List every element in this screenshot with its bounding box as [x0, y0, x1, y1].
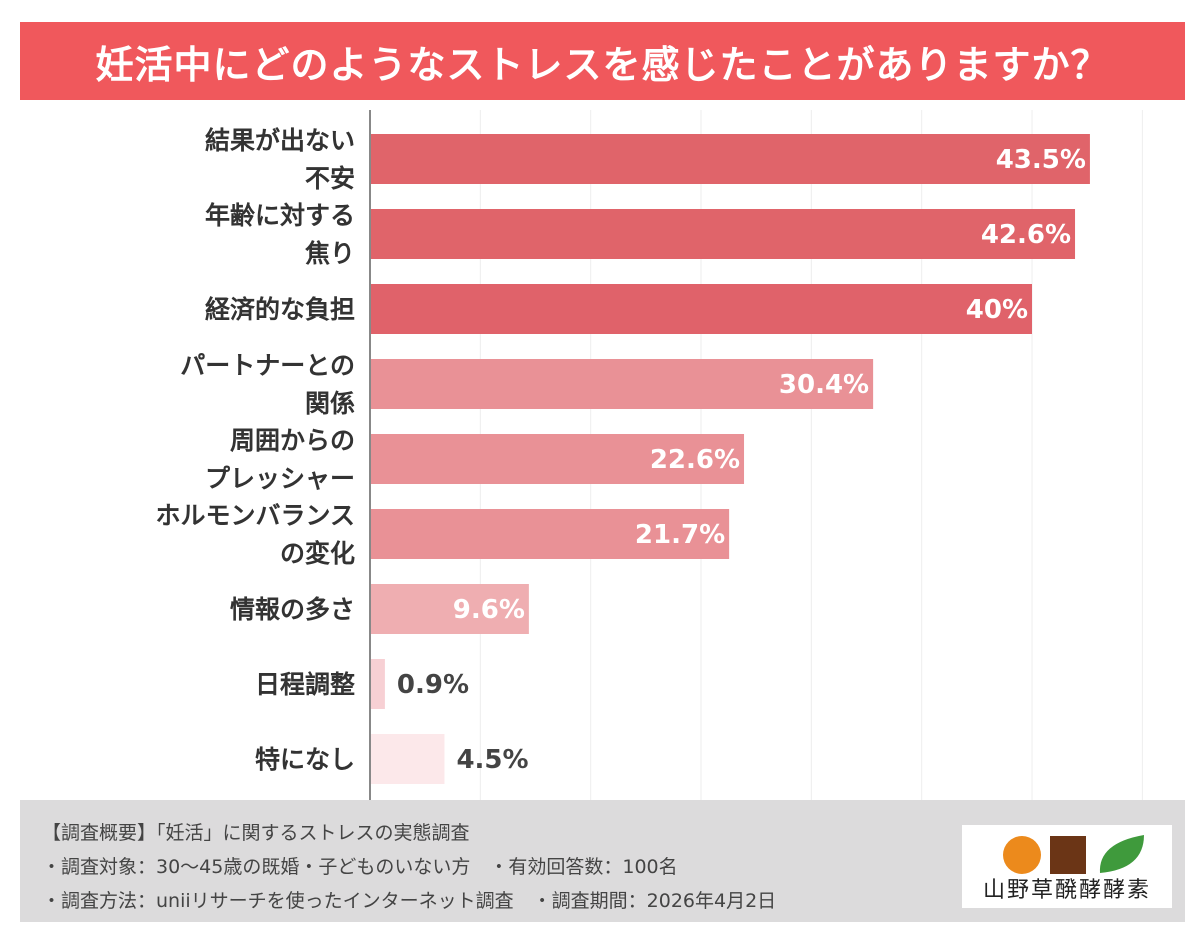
category-label: 焦り [305, 239, 355, 268]
survey-heading: 【調査概要】「妊活」に関するストレスの実態調査 [42, 822, 470, 844]
category-label: 結果が出ない [205, 126, 355, 155]
category-label: 情報の多さ [230, 595, 355, 624]
category-label: パートナーとの [180, 351, 355, 380]
category-label: 年齢に対する [205, 201, 355, 230]
data-label: 42.6% [981, 220, 1071, 250]
bar [370, 509, 730, 559]
data-label: 0.9% [397, 670, 469, 700]
bar [370, 134, 1090, 184]
bar [370, 434, 745, 484]
category-label: 周囲からの [230, 426, 355, 455]
bar [370, 359, 874, 409]
bar [370, 584, 529, 634]
category-label: 関係 [305, 389, 355, 418]
category-label: プレッシャー [205, 464, 355, 493]
bar [370, 659, 385, 709]
data-label: 22.6% [650, 445, 740, 475]
data-label: 43.5% [996, 145, 1086, 175]
logo-text: 山野草醗酵酵素 [982, 878, 1151, 903]
survey-target: ・調査対象：30～45歳の既婚・子どものいない方 ・有効回答数：100名 [42, 856, 678, 878]
bar [370, 284, 1032, 334]
brand-logo: 山野草醗酵酵素 [962, 825, 1172, 908]
logo-symbols-icon [1003, 835, 1144, 874]
data-label: 4.5% [456, 745, 528, 775]
category-label: 不安 [305, 164, 355, 193]
category-label: の変化 [280, 539, 355, 568]
chart-title: 妊活中にどのようなストレスを感じたことがありますか？ [20, 22, 1185, 100]
data-label: 21.7% [635, 520, 725, 550]
category-label: 特になし [255, 745, 355, 774]
survey-summary: 【調査概要】「妊活」に関するストレスの実態調査 ・調査対象：30～45歳の既婚・… [20, 800, 1185, 922]
category-label: ホルモンバランス [155, 501, 355, 530]
data-label: 30.4% [779, 370, 869, 400]
bar [370, 209, 1076, 259]
category-label: 日程調整 [255, 670, 355, 699]
data-label: 9.6% [453, 595, 525, 625]
category-label: 経済的な負担 [205, 295, 355, 324]
bar [370, 734, 445, 784]
data-label: 40% [966, 295, 1028, 325]
survey-method: ・調査方法：uniiリサーチを使ったインターネット調査 ・調査期間：2026年4… [42, 890, 777, 912]
